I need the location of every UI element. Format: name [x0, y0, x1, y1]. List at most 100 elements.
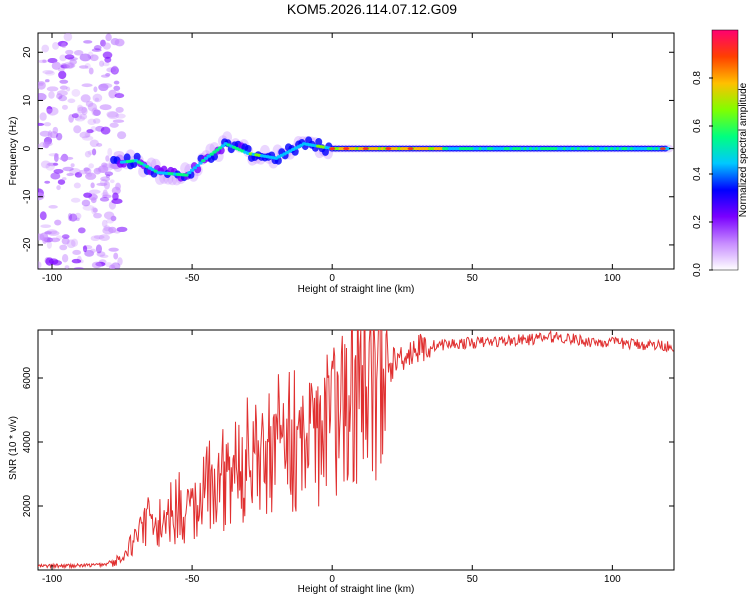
spectrogram-noise-blob — [100, 176, 111, 182]
spectrogram-noise-blob — [92, 109, 101, 116]
spectrogram-ridge-peak — [659, 147, 666, 150]
spectrogram-noise-blob — [59, 85, 68, 90]
spectrogram-noise-blob — [100, 74, 110, 78]
spectrogram-noise-blob — [92, 207, 98, 213]
spectrogram-noise-blob — [61, 104, 68, 110]
spectrogram-noise-blob — [55, 132, 63, 141]
spectrogram-noise-blob — [54, 153, 59, 158]
spectrogram-noise-blob — [116, 226, 128, 232]
spectrogram-noise-blob — [85, 100, 94, 107]
spectrogram-ridge-core — [203, 156, 209, 160]
spectrogram-noise-blob — [90, 182, 95, 189]
spectrogram-noise-blob — [88, 189, 101, 194]
colorbar: 0.0 0.2 0.4 0.6 0.8 Normalized spectral ampl… — [692, 29, 749, 277]
spectrogram-noise-blob — [110, 179, 115, 184]
spectrogram-noise-blob — [117, 131, 127, 140]
spectrogram-noise-blob — [95, 167, 107, 173]
colorbar-rect — [711, 29, 739, 271]
spectrogram-noise-blob — [68, 213, 78, 222]
spectrogram-noise-blob — [87, 150, 95, 156]
spectrogram-noise-blob — [57, 179, 66, 185]
spectrogram-noise-blob — [115, 106, 124, 113]
spectrogram-noise-blob — [77, 227, 86, 234]
spectrogram-noise-blob — [93, 86, 98, 93]
spectrogram-noise-blob — [38, 261, 42, 269]
spectrogram-ridge-core — [189, 168, 195, 172]
spectrogram-noise-blob — [85, 172, 97, 180]
spectrogram-ridge-core — [192, 166, 198, 170]
spectrogram-noise-blob — [59, 79, 69, 84]
spectrogram-ytick-label: -20 — [22, 237, 33, 252]
spectrogram-noise-blob — [108, 247, 119, 252]
spectrogram-noise-blob — [100, 83, 113, 89]
spectrogram-noise-blob — [93, 45, 102, 51]
spectrogram-noise-blob — [110, 66, 119, 75]
spectrogram-noise-blob — [71, 113, 79, 119]
spectrogram-ridge-core — [666, 146, 671, 151]
spectrogram-noise-blob — [70, 197, 81, 203]
spectrogram-noise-blob — [93, 235, 105, 240]
spectrogram-xtick-label: -100 — [42, 273, 62, 284]
spectrogram-noise-blob — [91, 148, 97, 156]
spectrogram-noise-blob — [102, 162, 114, 171]
spectrogram-noise-blob — [81, 83, 93, 88]
spectrogram-noise-blob — [61, 237, 70, 245]
spectrogram-noise-blob — [46, 229, 58, 235]
spectrogram-noise-blob — [79, 113, 88, 120]
colorbar-tick-label: 0.8 — [692, 71, 703, 85]
spectrogram-noise-blob — [64, 54, 75, 60]
spectrogram-noise-blob — [42, 69, 54, 75]
spectrogram-noise-blob — [111, 65, 119, 74]
spectrogram-noise-blob — [92, 93, 103, 103]
spectrogram-noise-blob — [61, 42, 67, 49]
snr-xtick-label: -50 — [185, 574, 200, 585]
spectrogram-noise-blob — [112, 192, 119, 201]
spectrogram-noise-blob — [113, 85, 121, 91]
spectrogram-ridge-outer — [123, 153, 131, 162]
spectrogram-noise-blob — [48, 153, 60, 157]
spectrogram-noise-blob — [91, 206, 98, 215]
spectrogram-noise-blob — [96, 251, 106, 257]
spectrogram-noise-blob — [58, 70, 67, 80]
spectrogram-xtick-label: 0 — [329, 273, 335, 284]
spectrogram-noise-blob — [109, 264, 116, 269]
spectrogram-noise-blob — [57, 40, 68, 47]
spectrogram-ridge-core — [206, 154, 212, 158]
spectrogram-noise-blob — [62, 166, 74, 172]
spectrogram-noise-blob — [53, 162, 58, 166]
spectrogram-noise-blob — [43, 122, 52, 127]
spectrogram-noise-blob — [103, 180, 110, 190]
spectrogram-noise-blob — [90, 235, 101, 242]
spectrogram-noise-blob — [72, 249, 82, 256]
spectrogram-xtick-label: -50 — [185, 273, 200, 284]
spectrogram-noise-blob — [63, 33, 73, 42]
spectrogram-noise-blob — [100, 39, 106, 47]
spectrogram-noise-blob — [54, 219, 62, 226]
spectrogram-noise-blob — [56, 185, 61, 191]
spectrogram-noise-blob — [75, 217, 80, 222]
spectrogram-noise-blob — [78, 65, 89, 69]
spectrogram-noise-blob — [39, 141, 51, 148]
spectrogram-noise-blob — [74, 172, 83, 178]
spectrogram-noise-blob — [73, 50, 84, 56]
spectrogram-noise-blob — [101, 192, 110, 197]
spectrogram-ridge-core — [184, 173, 189, 177]
spectrogram-noise-blob — [39, 112, 47, 121]
spectrogram-noise-blob — [91, 48, 102, 52]
spectrogram-noise-blob — [47, 162, 59, 167]
spectrogram-noise-blob — [96, 143, 103, 147]
chart-title: KOM5.2026.114.07.12.G09 — [287, 1, 457, 17]
spectrogram-noise-blob — [71, 88, 81, 97]
snr-ytick-label: 4000 — [22, 430, 33, 453]
spectrogram-noise-blob — [98, 234, 110, 241]
spectrogram-noise-blob — [47, 130, 53, 139]
spectrogram-noise-blob — [114, 93, 125, 99]
spectrogram-noise-blob — [77, 104, 84, 112]
snr-xtick-label: 100 — [604, 574, 621, 585]
spectrogram-ridge-core — [198, 161, 203, 165]
spectrogram-ridge-core — [195, 163, 200, 168]
spectrogram-noise-blob — [38, 81, 46, 90]
spectrogram-noise-blob — [115, 182, 121, 191]
spectrogram-noise-blob — [102, 189, 108, 198]
